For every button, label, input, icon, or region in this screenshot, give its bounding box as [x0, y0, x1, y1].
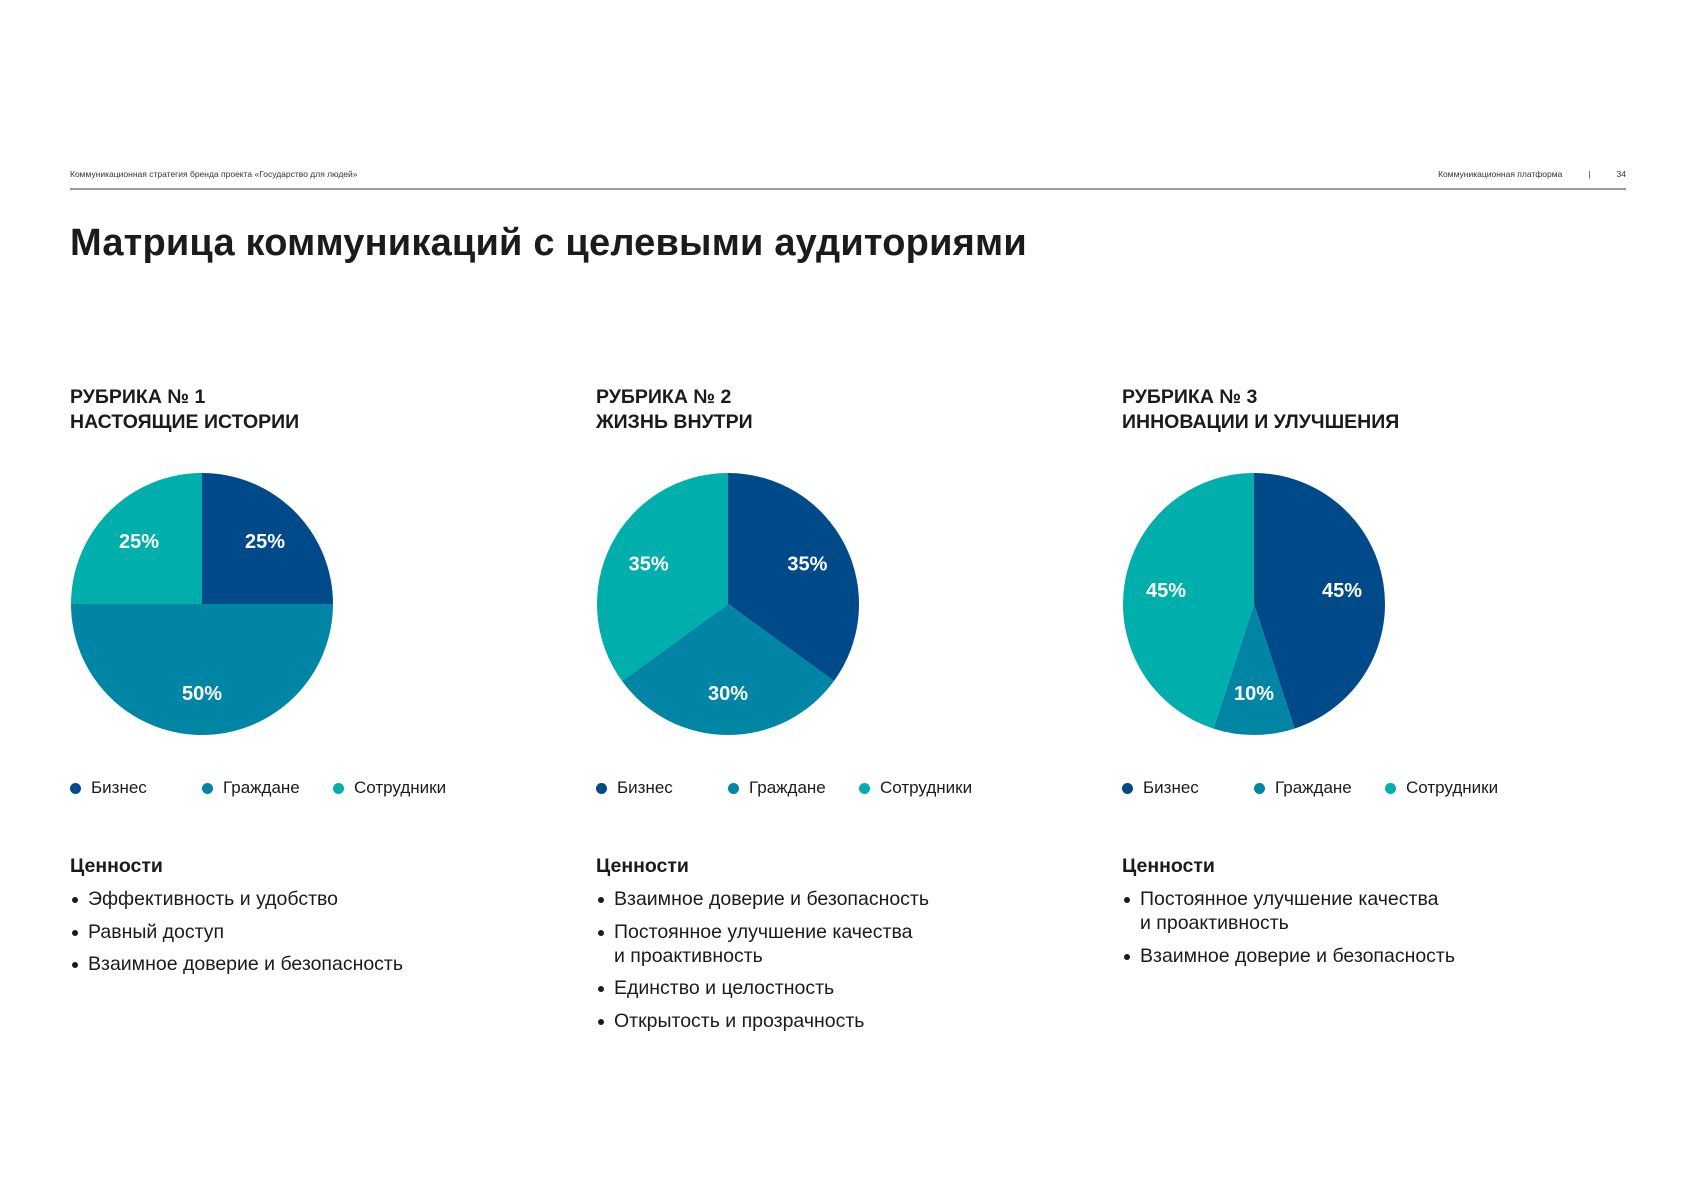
rubric-name: ЖИЗНЬ ВНУТРИ [596, 411, 753, 433]
legend-item-citizens: Граждане [1254, 778, 1352, 798]
rubric-title: РУБРИКА № 2 ЖИЗНЬ ВНУТРИ [596, 385, 1076, 435]
header-divider [70, 188, 1626, 190]
legend-label: Сотрудники [1406, 778, 1499, 797]
pie-slice-employees [597, 473, 728, 681]
slice-label-employees: 45% [1146, 580, 1186, 602]
pie-slice-employees [71, 473, 202, 604]
legend-dot-icon [70, 782, 81, 794]
pie-slice-citizens [622, 604, 834, 735]
legend-dot-icon [859, 782, 870, 794]
legend-dot-icon [596, 782, 607, 794]
pie-slice-employees [1123, 473, 1254, 729]
values-list: Постоянное улучшение качества и проактив… [1122, 887, 1602, 968]
legend-item-employees: Сотрудники [333, 778, 446, 798]
legend-dot-icon [1254, 782, 1265, 794]
slice-label-business: 45% [1322, 580, 1362, 602]
values-heading: Ценности [1122, 855, 1215, 877]
value-item: Открытость и прозрачность [596, 1009, 1076, 1033]
rubric-title: РУБРИКА № 1 НАСТОЯЩИЕ ИСТОРИИ [70, 385, 550, 435]
legend-dot-icon [1122, 782, 1133, 794]
value-item: Единство и целостность [596, 976, 1076, 1000]
values-list: Взаимное доверие и безопасность Постоянно… [596, 887, 1076, 1033]
value-item: Взаимное доверие и безопасность [596, 887, 1076, 911]
document-header-title: Коммуникационная стратегия бренда проект… [70, 169, 358, 179]
rubric-name: ИННОВАЦИИ И УЛУЧШЕНИЯ [1122, 411, 1400, 433]
values-heading: Ценности [596, 855, 689, 877]
legend-dot-icon [333, 782, 344, 794]
page-title: Матрица коммуникаций с целевыми аудитори… [70, 222, 1027, 264]
slice-label-business: 35% [787, 554, 827, 576]
values-block: Ценности Эффективность и удобство Равный … [70, 855, 550, 985]
legend-item-citizens: Граждане [202, 778, 300, 798]
pie-chart: 45% 10% 45% [1123, 473, 1385, 735]
rubric-number: РУБРИКА № 2 [596, 386, 732, 408]
value-item: Взаимное доверие и безопасность [1122, 944, 1602, 968]
rubric-number: РУБРИКА № 3 [1122, 386, 1258, 408]
pie-slice-business [202, 473, 333, 604]
legend-item-business: Бизнес [1122, 778, 1199, 798]
pie-slice-citizens [1213, 604, 1295, 735]
pie-slice-citizens [71, 604, 333, 735]
value-item: Взаимное доверие и безопасность [70, 952, 550, 976]
rubric-column-2: РУБРИКА № 2 ЖИЗНЬ ВНУТРИ 35% 30% 35% Бизне… [596, 385, 1076, 1032]
header-separator: | [1588, 169, 1591, 179]
legend-item-business: Бизнес [70, 778, 147, 798]
value-item: Постоянное улучшение качества и проактив… [596, 920, 1076, 968]
page-number: 34 [1616, 169, 1626, 179]
legend-item-employees: Сотрудники [1385, 778, 1498, 798]
values-block: Ценности Взаимное доверие и безопасность… [596, 855, 1076, 1041]
slice-label-citizens: 30% [708, 683, 748, 705]
legend-item-business: Бизнес [596, 778, 673, 798]
pie-chart: 25% 50% 25% [71, 473, 333, 735]
legend-label: Граждане [749, 778, 826, 797]
legend-label: Граждане [223, 778, 300, 797]
slice-label-business: 25% [245, 531, 285, 553]
document-header-right: Коммуникационная платформа | 34 [1438, 169, 1626, 179]
value-item: Эффективность и удобство [70, 887, 550, 911]
values-block: Ценности Постоянное улучшение качества и… [1122, 855, 1602, 976]
legend-item-citizens: Граждане [728, 778, 826, 798]
legend-label: Сотрудники [880, 778, 973, 797]
pie-slice-business [728, 473, 859, 681]
legend-item-employees: Сотрудники [859, 778, 972, 798]
value-item: Постоянное улучшение качества и проактив… [1122, 887, 1602, 935]
legend-label: Бизнес [1143, 778, 1199, 797]
pie-slice-business [1254, 473, 1385, 729]
legend-label: Граждане [1275, 778, 1352, 797]
slice-label-employees: 25% [119, 531, 159, 553]
legend-dot-icon [1385, 782, 1396, 794]
legend-dot-icon [728, 782, 739, 794]
legend-label: Сотрудники [354, 778, 447, 797]
slice-label-citizens: 10% [1234, 683, 1274, 705]
section-name: Коммуникационная платформа [1438, 169, 1563, 179]
slice-label-employees: 35% [629, 554, 669, 576]
pie-chart: 35% 30% 35% [597, 473, 859, 735]
rubric-title: РУБРИКА № 3 ИННОВАЦИИ И УЛУЧШЕНИЯ [1122, 385, 1602, 435]
legend-label: Бизнес [91, 778, 147, 797]
slice-label-citizens: 50% [182, 683, 222, 705]
rubric-column-1: РУБРИКА № 1 НАСТОЯЩИЕ ИСТОРИИ 25% 50% 25% … [70, 385, 550, 975]
rubric-number: РУБРИКА № 1 [70, 386, 206, 408]
legend-label: Бизнес [617, 778, 673, 797]
values-heading: Ценности [70, 855, 163, 877]
rubric-name: НАСТОЯЩИЕ ИСТОРИИ [70, 411, 300, 433]
rubric-column-3: РУБРИКА № 3 ИННОВАЦИИ И УЛУЧШЕНИЯ 45% 10%… [1122, 385, 1602, 967]
legend-dot-icon [202, 782, 213, 794]
value-item: Равный доступ [70, 920, 550, 944]
values-list: Эффективность и удобство Равный доступ Вза… [70, 887, 550, 976]
